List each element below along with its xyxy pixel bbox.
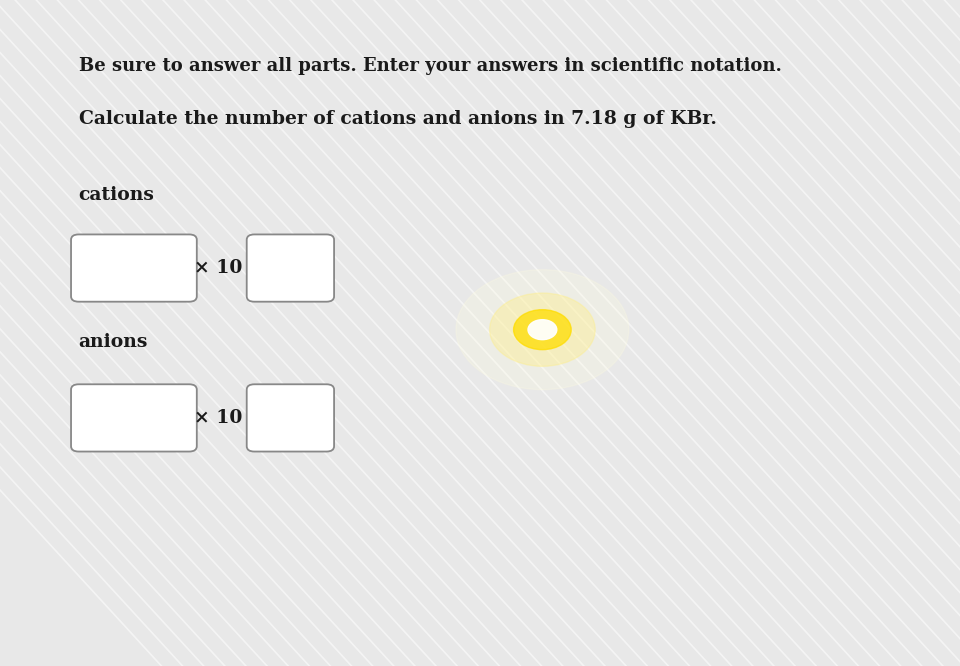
Text: cations: cations — [79, 186, 155, 204]
FancyBboxPatch shape — [71, 384, 197, 452]
Circle shape — [456, 270, 629, 390]
Text: Calculate the number of cations and anions in 7.18 g of KBr.: Calculate the number of cations and anio… — [79, 110, 716, 128]
FancyBboxPatch shape — [71, 234, 197, 302]
Text: × 10: × 10 — [194, 408, 242, 427]
Text: × 10: × 10 — [194, 259, 242, 278]
Circle shape — [514, 310, 571, 350]
FancyBboxPatch shape — [247, 234, 334, 302]
Circle shape — [490, 293, 595, 366]
Circle shape — [528, 320, 557, 340]
Text: Be sure to answer all parts. Enter your answers in scientific notation.: Be sure to answer all parts. Enter your … — [79, 57, 781, 75]
FancyBboxPatch shape — [247, 384, 334, 452]
Text: anions: anions — [79, 333, 148, 351]
